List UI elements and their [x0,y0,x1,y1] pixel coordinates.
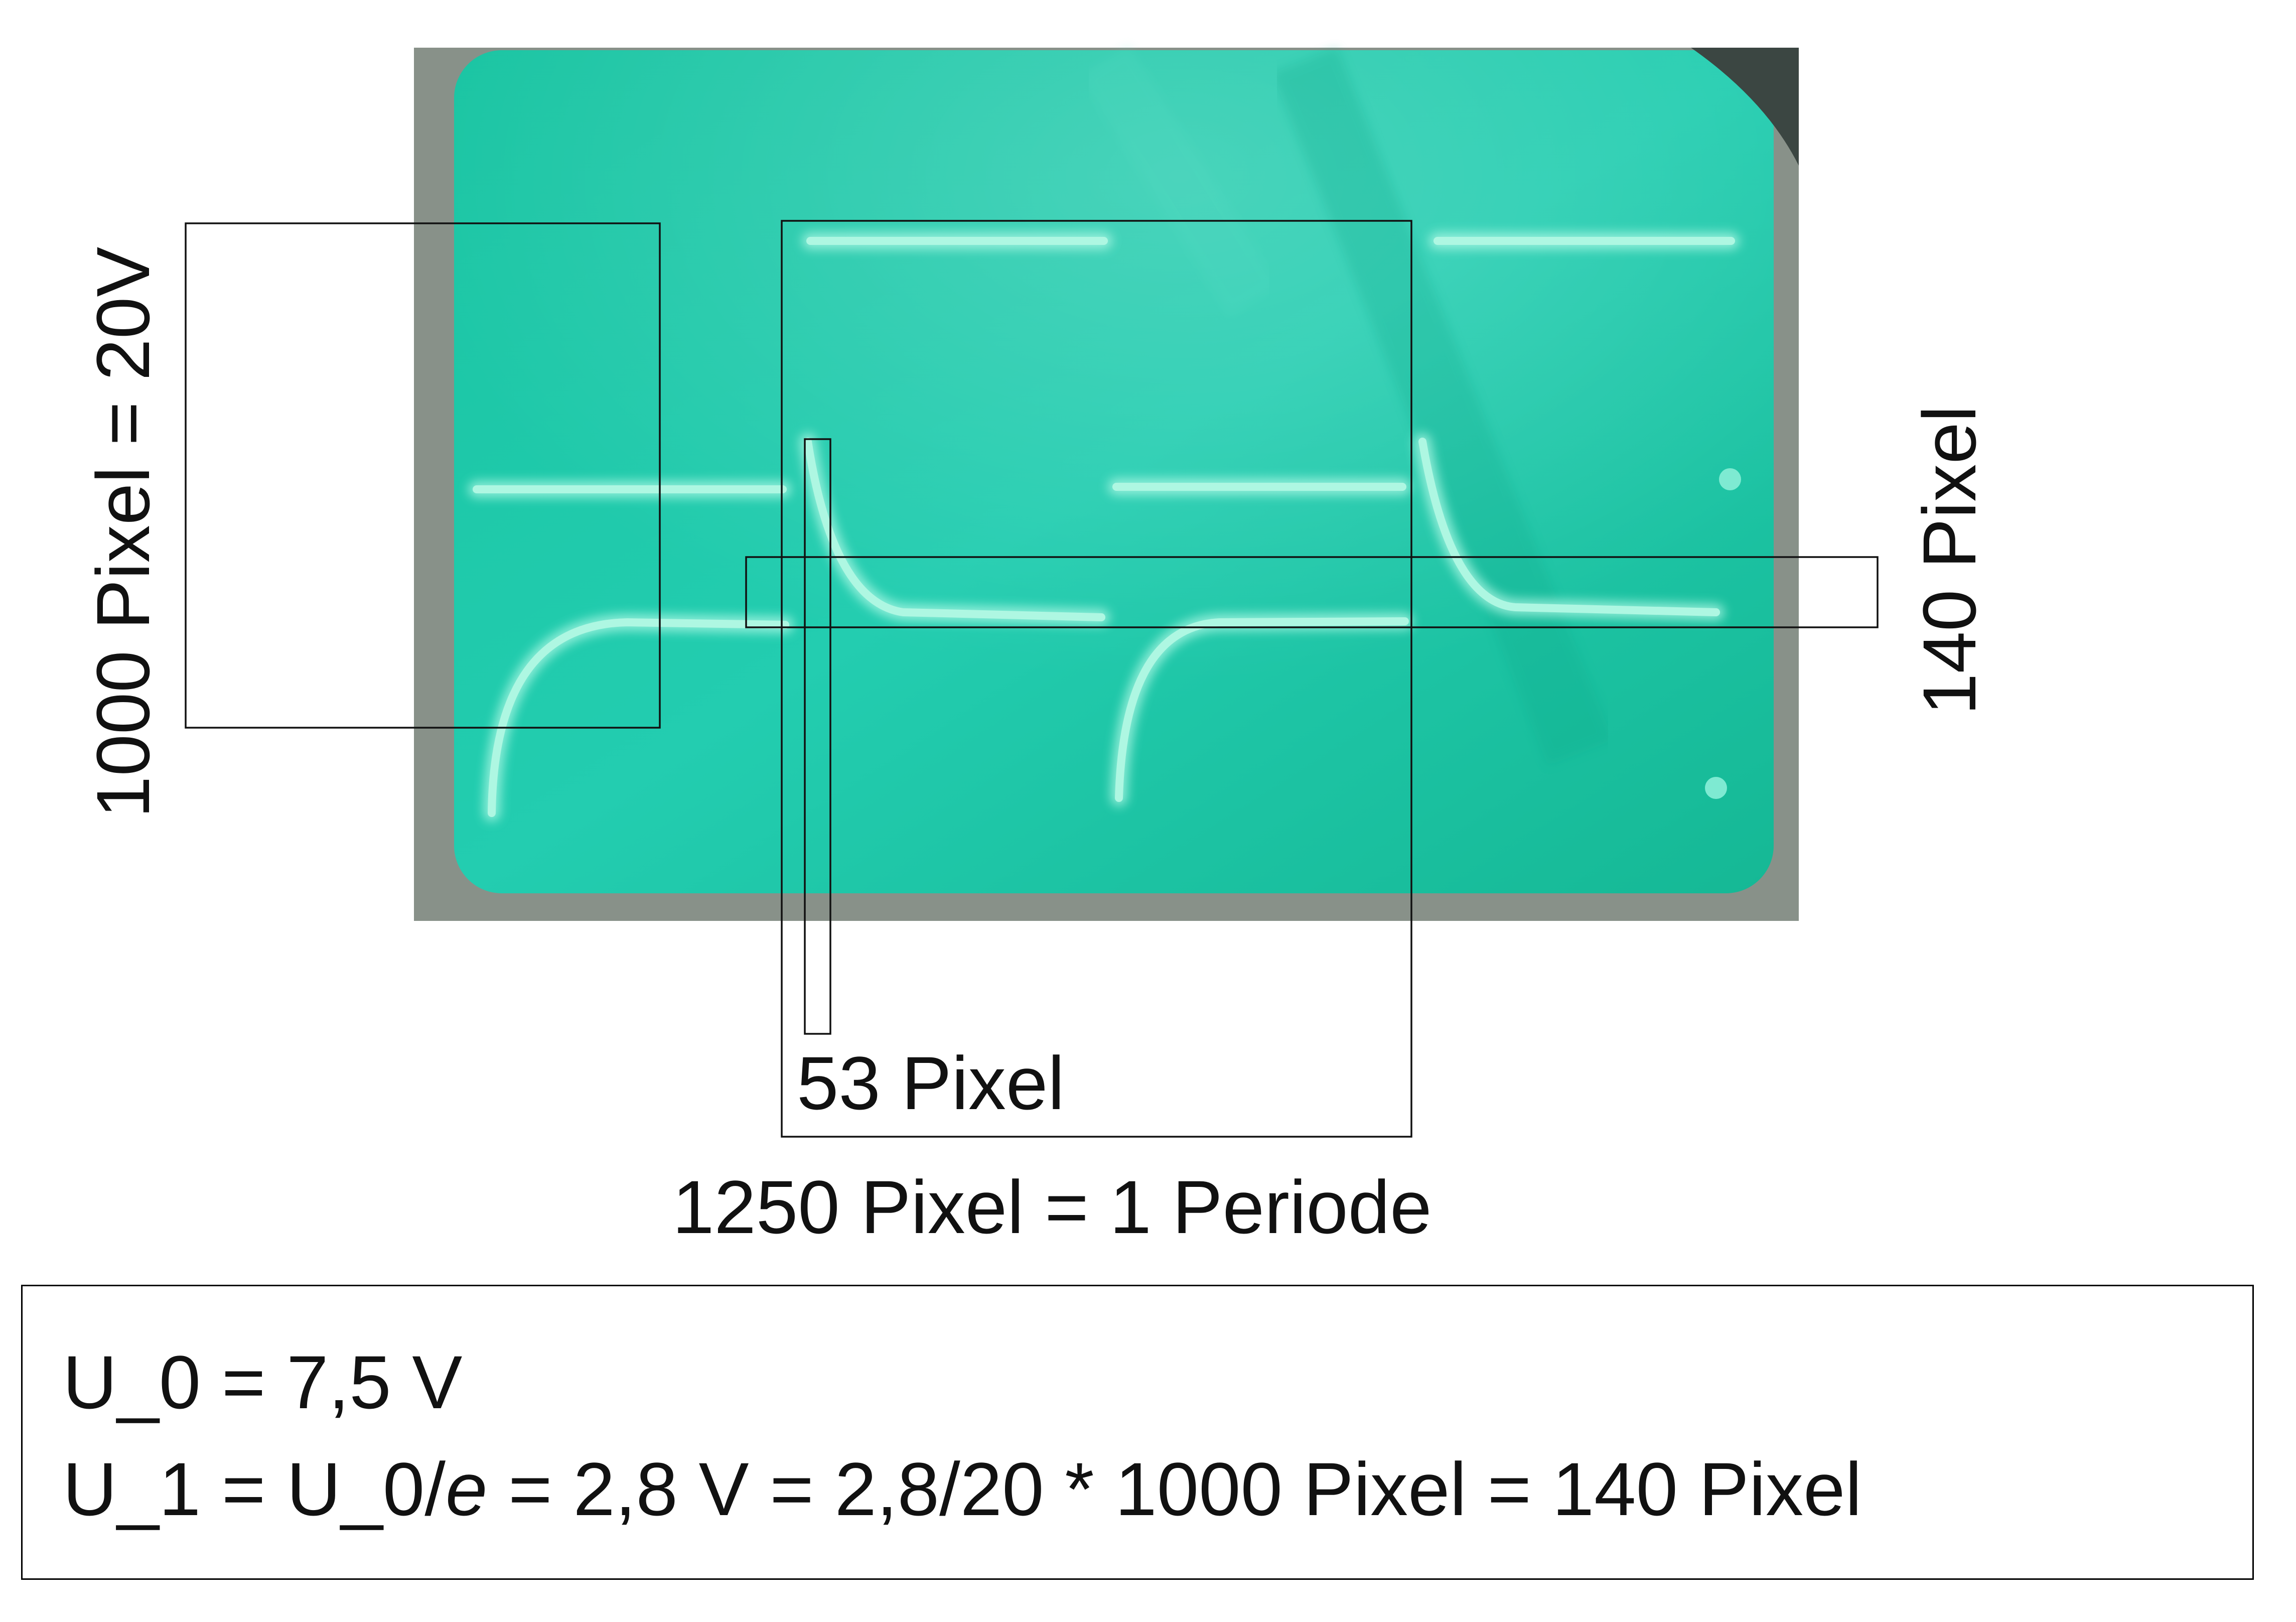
voltage-scale-box [185,222,661,729]
threshold-height-box [745,556,1879,628]
formula-line-1: U_0 = 7,5 V [63,1340,463,1424]
threshold-height-label: 140 Pixel [1907,405,1991,715]
period-label: 1250 Pixel = 1 Periode [672,1165,1432,1249]
euler-number-symbol: e [445,1447,488,1531]
voltage-scale-label: 1000 Pixel = 20V [81,246,165,818]
rise-width-label: 53 Pixel [797,1041,1065,1125]
rise-width-box [804,438,831,1035]
period-box [781,220,1412,1138]
formula-line-2: U_1 = U_0/e = 2,8 V = 2,8/20 * 1000 Pixe… [63,1446,1862,1533]
formula-line-2-suffix: = 2,8 V = 2,8/20 * 1000 Pixel = 140 Pixe… [487,1447,1862,1531]
formula-line-2-prefix: U_1 = U_0/ [63,1447,446,1531]
formula-box: U_0 = 7,5 V U_1 = U_0/e = 2,8 V = 2,8/20… [21,1285,2254,1580]
